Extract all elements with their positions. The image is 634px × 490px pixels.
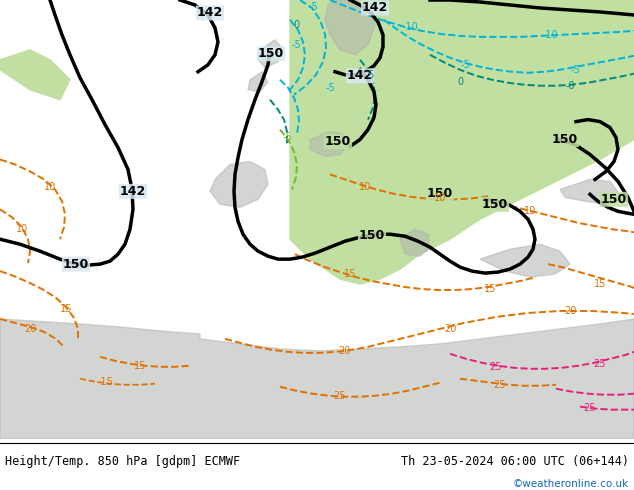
Text: -5: -5 (282, 131, 292, 142)
Text: -5: -5 (291, 40, 301, 50)
Text: 15: 15 (60, 304, 72, 314)
Text: 25: 25 (494, 380, 507, 390)
Polygon shape (400, 229, 430, 256)
Text: 150: 150 (601, 193, 627, 206)
Text: 20: 20 (24, 324, 36, 334)
Text: 142: 142 (362, 1, 388, 15)
Text: 15: 15 (484, 284, 496, 294)
Text: 150: 150 (325, 135, 351, 148)
Text: -0: -0 (565, 81, 575, 91)
Polygon shape (210, 162, 268, 207)
Text: -5: -5 (308, 2, 318, 12)
Text: 150: 150 (552, 133, 578, 146)
Text: 150: 150 (63, 258, 89, 270)
Text: 20: 20 (564, 306, 576, 316)
Text: 25: 25 (584, 403, 596, 413)
Text: 10: 10 (359, 182, 371, 193)
Polygon shape (560, 179, 620, 204)
Polygon shape (380, 0, 634, 80)
Text: 150: 150 (258, 48, 284, 60)
Text: 0: 0 (457, 77, 463, 87)
Text: ©weatheronline.co.uk: ©weatheronline.co.uk (513, 479, 629, 489)
Text: 25: 25 (594, 359, 606, 369)
Text: -15: -15 (97, 377, 113, 387)
Text: 10: 10 (44, 182, 56, 193)
Text: 142: 142 (120, 185, 146, 198)
Text: -5: -5 (325, 83, 335, 93)
Text: 150: 150 (482, 198, 508, 211)
Text: 150: 150 (427, 187, 453, 200)
Text: -5: -5 (460, 60, 470, 70)
Text: 150: 150 (359, 229, 385, 242)
Text: 20: 20 (338, 346, 350, 356)
Text: 142: 142 (197, 6, 223, 20)
Polygon shape (0, 319, 634, 439)
Polygon shape (325, 0, 375, 55)
Text: -10: -10 (542, 30, 558, 40)
Polygon shape (290, 0, 634, 284)
Text: 15: 15 (134, 361, 146, 371)
Polygon shape (480, 244, 570, 277)
Polygon shape (310, 132, 348, 156)
Text: 15: 15 (594, 279, 606, 289)
Text: 5: 5 (367, 70, 373, 80)
Text: Th 23-05-2024 06:00 UTC (06+144): Th 23-05-2024 06:00 UTC (06+144) (401, 455, 629, 468)
Text: 25: 25 (489, 362, 501, 372)
Text: 0: 0 (293, 20, 299, 30)
Text: -10: -10 (402, 22, 418, 32)
Text: -5: -5 (570, 65, 580, 75)
Text: 25: 25 (333, 391, 346, 401)
Polygon shape (248, 72, 268, 92)
Text: 10: 10 (524, 206, 536, 216)
Polygon shape (258, 40, 282, 68)
Text: Height/Temp. 850 hPa [gdpm] ECMWF: Height/Temp. 850 hPa [gdpm] ECMWF (5, 455, 240, 468)
Text: 142: 142 (347, 69, 373, 82)
Text: 10: 10 (434, 194, 446, 203)
Polygon shape (0, 50, 70, 99)
Text: 20: 20 (444, 324, 456, 334)
Text: 15: 15 (344, 269, 356, 279)
Text: 10: 10 (16, 224, 28, 234)
